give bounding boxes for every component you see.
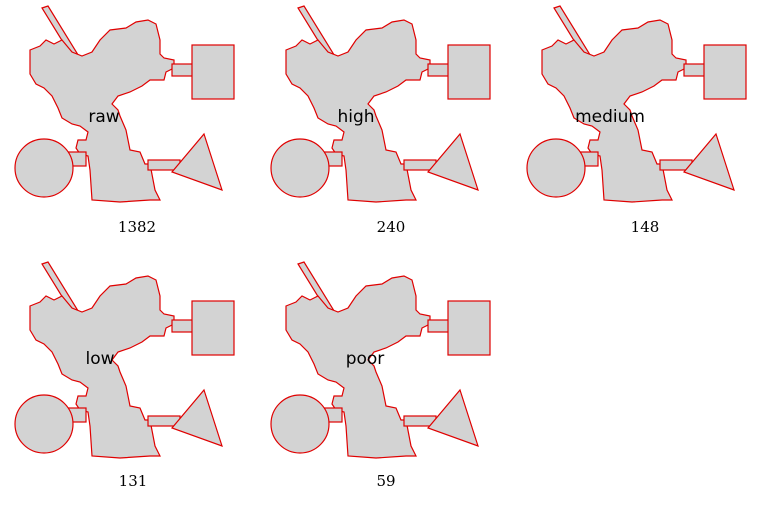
region-shape <box>14 5 235 203</box>
vertex-count: 148 <box>631 218 660 236</box>
region-shape <box>526 5 747 203</box>
panel-poor: poor 59 <box>270 261 491 490</box>
region-shape <box>14 261 235 459</box>
panel-raw: raw 1382 <box>14 5 235 236</box>
panel-label: low <box>85 349 114 369</box>
panel-medium: medium 148 <box>526 5 747 236</box>
panel-label: medium <box>575 107 645 127</box>
vertex-count: 59 <box>376 472 395 490</box>
vertex-count: 240 <box>377 218 406 236</box>
panel-low: low 131 <box>14 261 235 490</box>
panel-label: poor <box>346 349 385 369</box>
region-shape <box>270 5 491 203</box>
vertex-count: 1382 <box>118 218 156 236</box>
vertex-count: 131 <box>119 472 148 490</box>
panel-high: high 240 <box>270 5 491 236</box>
panel-label: high <box>337 107 374 127</box>
panel-label: raw <box>88 107 119 127</box>
